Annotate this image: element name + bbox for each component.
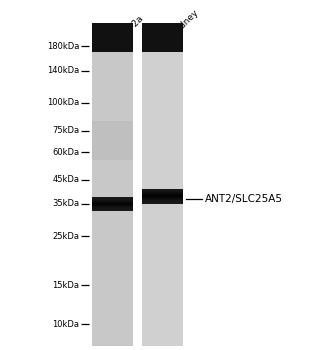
Text: ANT2/SLC25A5: ANT2/SLC25A5 bbox=[205, 194, 283, 204]
Bar bbox=[142, 23, 183, 346]
Text: 60kDa: 60kDa bbox=[52, 148, 80, 156]
Text: 100kDa: 100kDa bbox=[47, 98, 80, 107]
Text: 15kDa: 15kDa bbox=[52, 281, 80, 290]
Text: Neuro-2a: Neuro-2a bbox=[109, 13, 145, 49]
Text: 10kDa: 10kDa bbox=[52, 320, 80, 329]
Text: 25kDa: 25kDa bbox=[52, 232, 80, 241]
Text: 180kDa: 180kDa bbox=[47, 42, 80, 51]
Text: 35kDa: 35kDa bbox=[52, 199, 80, 208]
Bar bbox=[142, 23, 183, 52]
Text: 45kDa: 45kDa bbox=[52, 175, 80, 184]
Text: 75kDa: 75kDa bbox=[52, 126, 80, 135]
Text: Rat kidney: Rat kidney bbox=[159, 8, 200, 49]
Bar bbox=[92, 121, 133, 160]
Bar bbox=[92, 23, 133, 52]
Text: 140kDa: 140kDa bbox=[47, 66, 80, 75]
Bar bbox=[92, 23, 133, 346]
